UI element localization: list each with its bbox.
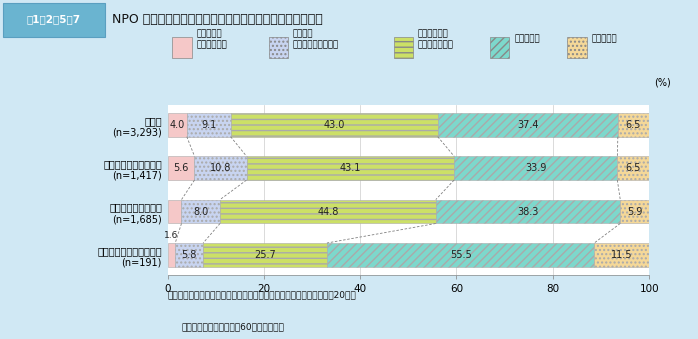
Text: 38.3: 38.3 xyxy=(517,206,539,217)
Text: 43.0: 43.0 xyxy=(323,120,345,130)
Text: 関心はない: 関心はない xyxy=(514,35,540,44)
Text: 資料：内閣府「高齢者の地域社会への参加に関する意識調査」（平成20年）: 資料：内閣府「高齢者の地域社会への参加に関する意識調査」（平成20年） xyxy=(168,291,356,300)
Bar xyxy=(175,243,203,267)
Bar xyxy=(168,243,175,267)
Bar xyxy=(617,156,648,180)
Text: 33.9: 33.9 xyxy=(525,163,547,173)
Text: 5.9: 5.9 xyxy=(627,206,642,217)
Text: 既に活動に
参加している: 既に活動に 参加している xyxy=(196,29,227,49)
FancyBboxPatch shape xyxy=(3,3,105,37)
Bar xyxy=(327,243,594,267)
Text: 1.6: 1.6 xyxy=(164,231,179,240)
Text: 10.8: 10.8 xyxy=(210,163,231,173)
Text: (%): (%) xyxy=(654,78,671,88)
Text: 11.5: 11.5 xyxy=(611,250,632,260)
Text: NPO 活動への関心の有無（近所の人たちとの交流の有無別: NPO 活動への関心の有無（近所の人たちとの交流の有無別 xyxy=(112,13,322,26)
Bar xyxy=(181,200,220,223)
FancyBboxPatch shape xyxy=(394,37,413,58)
Text: 55.5: 55.5 xyxy=(450,250,471,260)
Bar xyxy=(454,156,617,180)
Text: 関心があるが
よく分からない: 関心があるが よく分からない xyxy=(418,29,454,49)
Text: 8.0: 8.0 xyxy=(193,206,209,217)
Bar xyxy=(168,200,181,223)
Text: わからない: わからない xyxy=(591,35,617,44)
FancyBboxPatch shape xyxy=(567,37,586,58)
Bar xyxy=(436,200,621,223)
Bar xyxy=(594,243,650,267)
FancyBboxPatch shape xyxy=(269,37,288,58)
Bar xyxy=(203,243,327,267)
Text: 37.4: 37.4 xyxy=(517,120,539,130)
Text: 5.6: 5.6 xyxy=(173,163,188,173)
Text: 6.5: 6.5 xyxy=(625,163,641,173)
Bar xyxy=(195,156,246,180)
Bar xyxy=(168,156,195,180)
Text: 6.5: 6.5 xyxy=(626,120,641,130)
Text: 25.7: 25.7 xyxy=(254,250,276,260)
FancyBboxPatch shape xyxy=(490,37,510,58)
Text: 44.8: 44.8 xyxy=(317,206,339,217)
Bar xyxy=(438,113,618,137)
Bar xyxy=(618,113,649,137)
Text: 43.1: 43.1 xyxy=(340,163,361,173)
Bar xyxy=(230,113,438,137)
Text: 4.0: 4.0 xyxy=(170,120,185,130)
Bar xyxy=(187,113,230,137)
Text: 5.8: 5.8 xyxy=(181,250,197,260)
Bar xyxy=(246,156,454,180)
Text: 9.1: 9.1 xyxy=(201,120,216,130)
Bar xyxy=(220,200,436,223)
FancyBboxPatch shape xyxy=(172,37,191,58)
Text: （注）調査対象は、全国60歳以上の男女: （注）調査対象は、全国60歳以上の男女 xyxy=(181,322,284,331)
Text: 図1－2－5－7: 図1－2－5－7 xyxy=(27,15,81,24)
Bar xyxy=(621,200,648,223)
Text: 今後参加
したいと思っている: 今後参加 したいと思っている xyxy=(292,29,339,49)
Bar xyxy=(168,113,187,137)
